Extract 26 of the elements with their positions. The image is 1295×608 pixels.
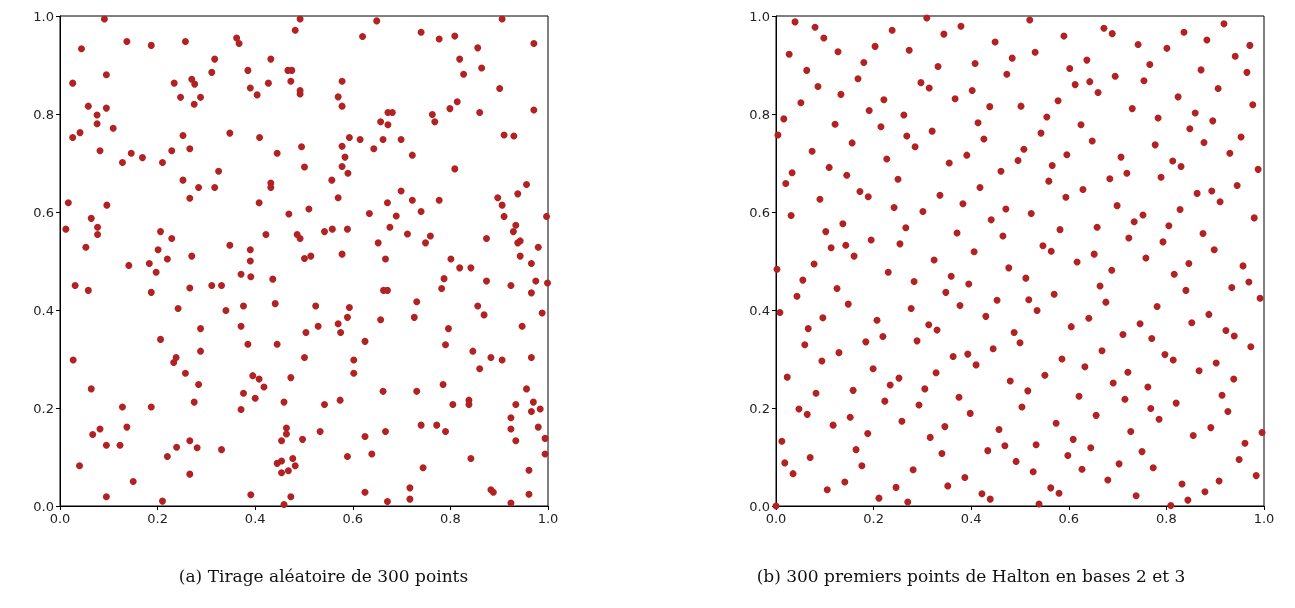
y-tick-label: 0.0	[749, 498, 770, 514]
x-tick-label: 0.6	[342, 511, 364, 526]
x-tick-label: 0.4	[960, 511, 982, 526]
x-tick-label: 1.0	[1253, 511, 1275, 526]
y-tick-label: 0.8	[33, 106, 54, 122]
y-tick-label: 0.6	[33, 204, 54, 220]
y-tick-label: 0.0	[33, 498, 54, 514]
x-tick-label: 0.8	[1156, 511, 1177, 526]
y-tick-label: 0.6	[749, 204, 770, 220]
x-tick-label: 0.2	[147, 511, 168, 526]
x-tick-label: 0.0	[765, 511, 787, 526]
y-tick-label: 0.2	[33, 400, 54, 416]
y-tick-label: 1.0	[33, 8, 54, 24]
text: (b) 300 premiers points de Halton en bases 2 et 3	[756, 565, 1186, 586]
y-tick-label: 0.4	[749, 302, 770, 318]
x-tick-label: 0.4	[244, 511, 266, 526]
y-tick-label: 0.8	[749, 106, 770, 122]
y-tick-label: 0.4	[33, 302, 54, 318]
y-tick-label: 1.0	[749, 8, 770, 24]
x-tick-label: 0.2	[863, 511, 884, 526]
x-tick-label: 0.6	[1058, 511, 1080, 526]
y-tick-label: 0.2	[749, 400, 770, 416]
x-tick-label: 0.0	[49, 511, 71, 526]
text: (a) Tirage aléatoire de 300 points	[178, 565, 469, 586]
x-tick-label: 1.0	[537, 511, 559, 526]
x-tick-label: 0.8	[440, 511, 461, 526]
